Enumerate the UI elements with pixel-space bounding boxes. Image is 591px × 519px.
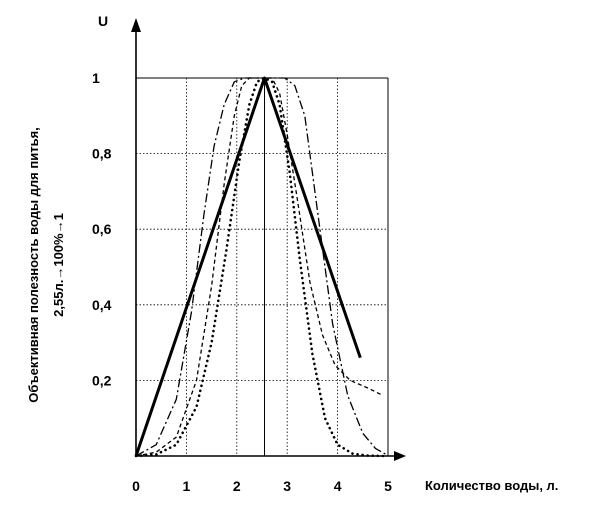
series-line-dotted	[134, 76, 385, 458]
y-tick-label: 0,8	[92, 146, 112, 162]
series-line-dashed	[135, 77, 384, 457]
x-tick-label: 4	[334, 478, 342, 494]
y-axis-label-line2: 2,55л.→100%→1	[51, 213, 66, 317]
grid-layer	[136, 77, 389, 456]
y-tick-label: 0,6	[92, 221, 112, 237]
series-layer	[134, 76, 386, 458]
series-line-dash-dot	[135, 77, 386, 457]
y-axis-label-line1: Объективная полезность воды для питья,	[26, 127, 41, 403]
x-tick-label: 5	[384, 478, 392, 494]
x-tick-label: 3	[283, 478, 291, 494]
x-tick-label: 2	[233, 478, 241, 494]
y-tick-label: 0,2	[92, 372, 112, 388]
y-tick-label: 1	[92, 70, 100, 86]
series-line-solid-bold	[134, 76, 362, 457]
y-axis-symbol: U	[98, 13, 108, 29]
x-tick-label: 0	[132, 478, 140, 494]
x-tick-label: 1	[183, 478, 191, 494]
labels-layer: 0 1 2 3 4 5 0,2 0,4 0,6 0,8 1	[92, 70, 392, 494]
x-axis-arrow	[394, 451, 406, 461]
y-axis-arrow	[131, 18, 141, 32]
x-axis-label: Количество воды, л.	[425, 478, 558, 493]
axes-layer	[131, 18, 406, 461]
y-tick-label: 0,4	[92, 297, 112, 313]
